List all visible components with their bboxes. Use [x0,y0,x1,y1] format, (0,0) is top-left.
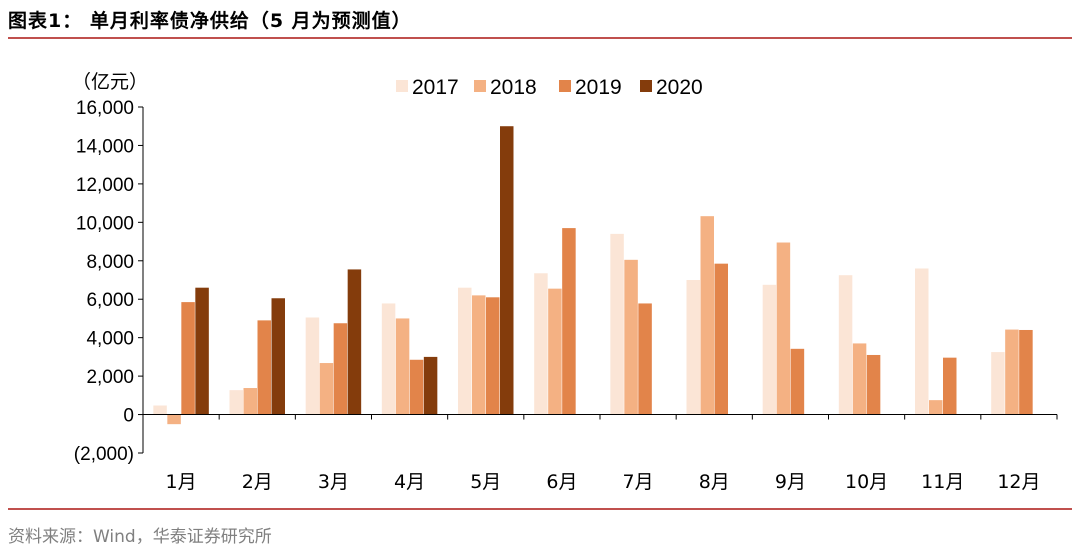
bar-2020-1月 [195,287,209,415]
bar-2019-3月 [333,323,348,415]
bar-2018-8月 [700,216,714,415]
bar-2018-11月 [929,400,943,415]
bar-2017-6月 [534,273,548,415]
bar-2017-5月 [458,287,472,415]
y-tick-label: 8,000 [86,252,134,273]
bar-2018-9月 [776,242,791,415]
bar-2017-3月 [305,317,320,415]
footer-divider [8,508,1072,510]
bar-2019-2月 [257,320,271,415]
x-tick-label: 7月 [623,471,654,493]
y-axis-unit-label: （亿元） [72,71,148,93]
bar-2017-11月 [915,268,929,415]
bar-2020-3月 [347,269,362,415]
bar-2018-12月 [1005,329,1019,415]
x-tick-label: 10月 [845,471,888,493]
legend-label-2017: 2017 [412,76,459,99]
legend-swatch-2020 [640,80,652,92]
legend-swatch-2017 [396,80,408,92]
legend-label-2020: 2020 [656,76,703,99]
bar-2019-4月 [409,359,424,415]
y-tick-label: (2,000) [74,444,134,465]
x-tick-label: 5月 [470,471,501,493]
source-note: 资料来源：Wind，华泰证券研究所 [8,527,272,547]
bar-2018-4月 [395,318,410,415]
bar-2018-2月 [243,388,257,415]
x-tick-label: 8月 [699,471,730,493]
title-divider [8,37,1072,39]
bar-2019-5月 [486,297,500,415]
bar-series [153,126,1033,425]
x-tick-label: 12月 [997,471,1040,493]
chart-legend: 2017 2018 2019 2020 [396,76,703,99]
bar-2020-2月 [271,298,285,415]
x-tick-label: 1月 [166,471,197,493]
x-tick-label: 9月 [775,471,806,493]
bar-2017-1月 [153,405,167,415]
y-tick-label: 0 [123,406,134,427]
bar-2017-7月 [610,233,624,415]
x-tick-label: 6月 [546,471,577,493]
x-tick-label: 11月 [921,471,964,493]
bar-2019-1月 [181,302,195,415]
bar-2019-8月 [714,263,728,415]
bar-2017-4月 [381,303,396,415]
x-tick-label: 2月 [242,471,273,493]
bar-2017-9月 [762,284,777,415]
x-tick-label: 4月 [394,471,425,493]
bar-2018-10月 [852,343,867,415]
y-tick-label: 2,000 [86,367,134,388]
bar-2017-10月 [838,275,853,415]
bar-2018-6月 [548,288,562,415]
x-axis: 1月 2月 3月 4月 5月 6月 7月 8月 9月 10月 11月 12月 [142,414,1058,493]
bar-2019-6月 [562,228,576,415]
bar-2019-7月 [638,303,652,415]
bar-2017-12月 [991,352,1005,415]
bar-2019-12月 [1019,329,1033,415]
bar-2020-4月 [423,356,438,415]
bar-2017-8月 [686,280,700,415]
y-axis: (2,000) 0 2,000 4,000 6,000 8,000 10,000 12,000… [74,98,144,465]
x-tick-label: 3月 [318,471,349,493]
y-tick-label: 16,000 [76,98,134,119]
bar-2019-11月 [943,357,957,415]
bar-2018-5月 [472,295,486,415]
bar-2018-7月 [624,259,638,415]
y-tick-label: 12,000 [76,175,134,196]
figure-title: 图表1： 单月利率债净供给（5 月为预测值） [8,10,412,32]
y-tick-label: 4,000 [86,329,134,350]
legend-swatch-2019 [559,80,571,92]
bar-2017-2月 [229,390,243,415]
bar-2018-3月 [319,363,334,415]
y-tick-label: 14,000 [76,136,134,157]
bar-2018-1月 [167,414,181,425]
legend-label-2019: 2019 [575,76,622,99]
bar-2019-9月 [790,348,805,415]
legend-swatch-2018 [474,80,486,92]
y-tick-label: 6,000 [86,290,134,311]
legend-label-2018: 2018 [490,76,537,99]
bar-2020-5月 [500,126,514,415]
bar-2019-10月 [866,354,881,415]
y-tick-label: 10,000 [76,213,134,234]
